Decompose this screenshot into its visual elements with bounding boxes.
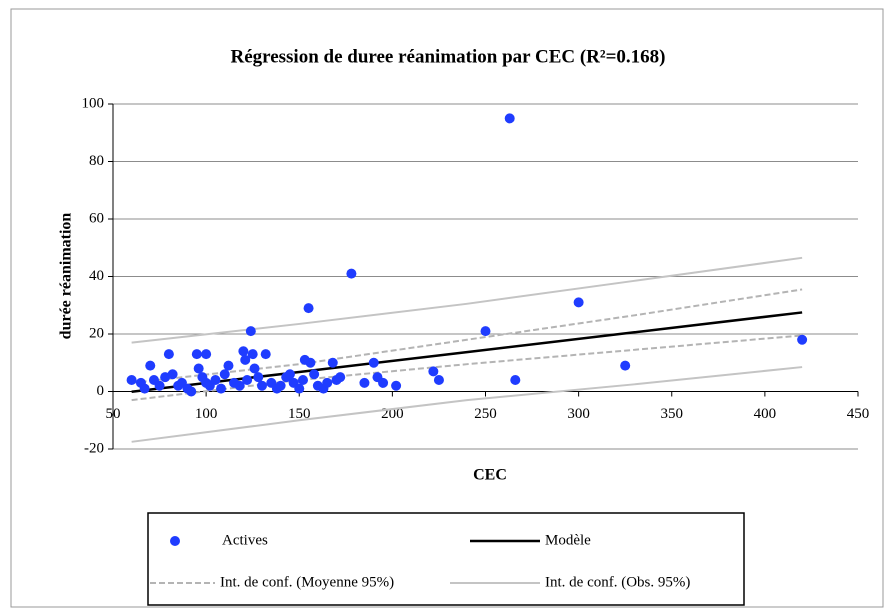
point: [163, 349, 174, 360]
point: [223, 360, 234, 371]
legend-label: Modèle: [545, 532, 591, 548]
x-tick-label: 450: [847, 406, 870, 422]
x-tick-label: 100: [195, 406, 218, 422]
legend-marker: [170, 536, 180, 546]
legend-label: Actives: [222, 532, 268, 548]
point: [346, 268, 357, 279]
conf-upper: [131, 256, 803, 344]
point: [510, 375, 521, 385]
point: [294, 383, 305, 394]
x-tick-label: 250: [474, 406, 497, 422]
point: [210, 375, 221, 385]
point: [126, 375, 137, 385]
legend-label: Int. de conf. (Moyenne 95%): [220, 574, 394, 590]
point: [305, 357, 316, 368]
y-tick-label: 100: [82, 95, 105, 111]
y-tick-label: 20: [89, 325, 104, 341]
x-tick-label: 50: [106, 406, 121, 422]
chart-frame: [10, 8, 884, 608]
point: [201, 349, 212, 360]
point: [297, 375, 308, 385]
legend-label: Int. de conf. (Obs. 95%): [545, 574, 690, 590]
point: [257, 380, 267, 391]
point: [145, 360, 156, 371]
point: [260, 349, 271, 360]
point: [797, 334, 808, 345]
conf-upper: [131, 288, 803, 384]
point: [428, 366, 439, 377]
point: [327, 357, 338, 368]
point: [186, 386, 197, 397]
point: [234, 380, 245, 391]
point: [154, 380, 165, 391]
point: [249, 363, 260, 374]
x-tick-label: 300: [567, 406, 590, 422]
y-tick-label: 80: [89, 153, 104, 169]
point: [242, 375, 253, 385]
point: [573, 297, 584, 308]
y-tick-label: 60: [89, 210, 104, 226]
y-tick-label: -20: [84, 440, 104, 456]
y-axis-title: durée réanimation: [58, 213, 75, 340]
point: [303, 303, 314, 314]
point: [284, 369, 295, 380]
point: [480, 326, 491, 337]
point: [504, 113, 515, 124]
point: [322, 377, 333, 388]
point: [247, 349, 258, 360]
point: [167, 369, 178, 380]
point: [216, 383, 227, 394]
x-tick-label: 150: [288, 406, 311, 422]
chart-title: Régression de duree réanimation par CEC …: [230, 46, 665, 67]
point: [359, 377, 370, 388]
point: [238, 346, 249, 357]
point: [253, 372, 264, 383]
x-axis-title: CEC: [473, 467, 507, 484]
point: [191, 349, 202, 360]
x-tick-label: 350: [661, 406, 684, 422]
point: [240, 354, 251, 365]
point: [391, 380, 402, 391]
point: [219, 369, 230, 380]
y-tick-label: 0: [97, 383, 105, 399]
point: [245, 326, 256, 337]
conf-lower: [131, 366, 803, 443]
point: [193, 363, 204, 374]
legend-box: [147, 512, 745, 606]
point: [433, 375, 444, 385]
y-tick-label: 40: [89, 268, 104, 284]
point: [335, 372, 346, 383]
point: [378, 377, 389, 388]
point: [139, 383, 150, 394]
point: [368, 357, 379, 368]
point: [309, 369, 320, 380]
x-tick-label: 400: [754, 406, 777, 422]
point: [620, 360, 631, 371]
point: [275, 380, 286, 391]
